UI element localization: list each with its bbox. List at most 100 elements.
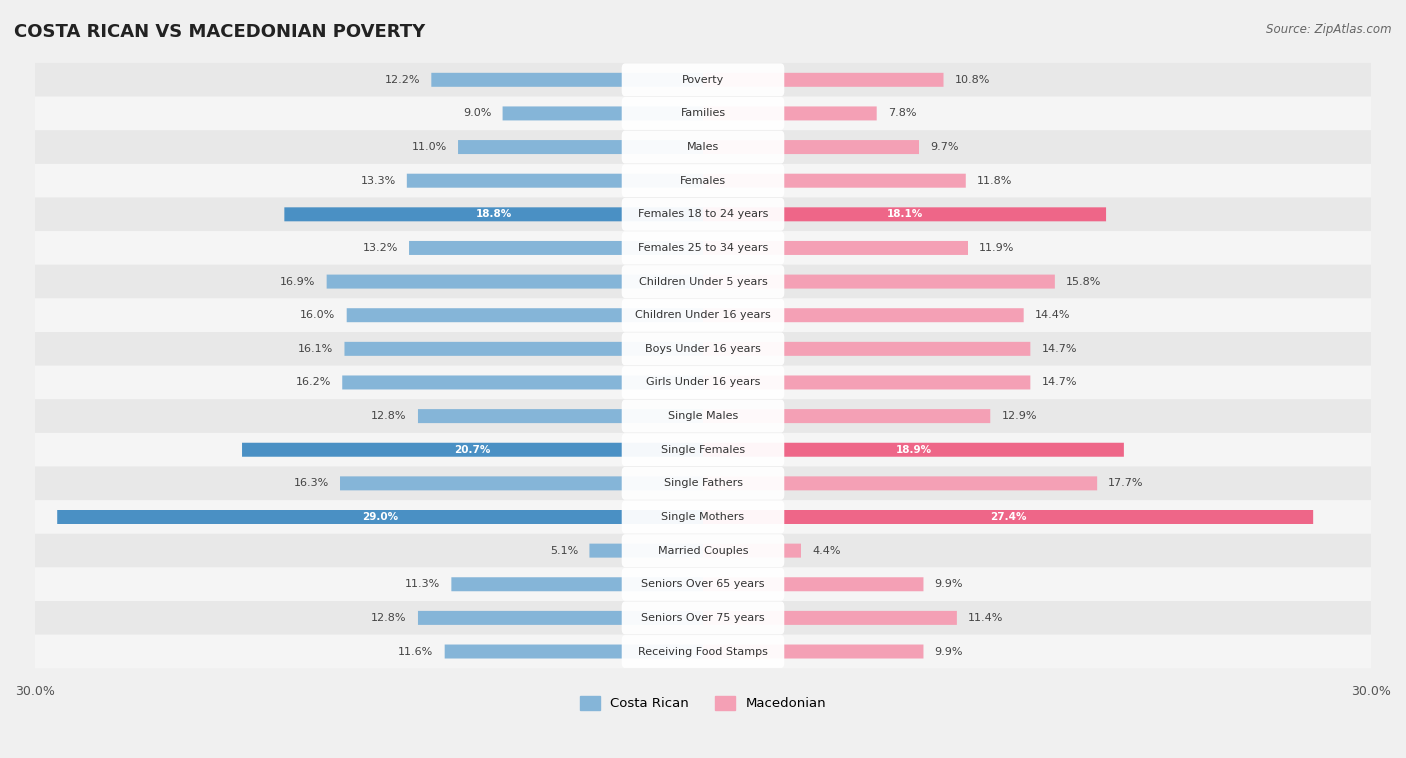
FancyBboxPatch shape bbox=[458, 140, 703, 154]
FancyBboxPatch shape bbox=[34, 534, 1372, 568]
Text: COSTA RICAN VS MACEDONIAN POVERTY: COSTA RICAN VS MACEDONIAN POVERTY bbox=[14, 23, 425, 41]
Text: 9.9%: 9.9% bbox=[935, 647, 963, 656]
Text: Poverty: Poverty bbox=[682, 75, 724, 85]
FancyBboxPatch shape bbox=[703, 443, 1123, 457]
Text: 14.7%: 14.7% bbox=[1042, 377, 1077, 387]
FancyBboxPatch shape bbox=[34, 130, 1372, 164]
Text: 16.1%: 16.1% bbox=[298, 344, 333, 354]
Text: 15.8%: 15.8% bbox=[1066, 277, 1101, 287]
FancyBboxPatch shape bbox=[340, 476, 703, 490]
Text: 16.9%: 16.9% bbox=[280, 277, 315, 287]
FancyBboxPatch shape bbox=[621, 534, 785, 567]
FancyBboxPatch shape bbox=[703, 611, 957, 625]
Text: Married Couples: Married Couples bbox=[658, 546, 748, 556]
Text: Children Under 16 years: Children Under 16 years bbox=[636, 310, 770, 320]
FancyBboxPatch shape bbox=[621, 164, 785, 197]
FancyBboxPatch shape bbox=[444, 644, 703, 659]
FancyBboxPatch shape bbox=[703, 578, 924, 591]
FancyBboxPatch shape bbox=[242, 443, 703, 457]
FancyBboxPatch shape bbox=[409, 241, 703, 255]
FancyBboxPatch shape bbox=[703, 510, 1313, 524]
Text: 13.2%: 13.2% bbox=[363, 243, 398, 253]
Text: 11.6%: 11.6% bbox=[398, 647, 433, 656]
Text: Females 25 to 34 years: Females 25 to 34 years bbox=[638, 243, 768, 253]
FancyBboxPatch shape bbox=[34, 467, 1372, 500]
Text: 17.7%: 17.7% bbox=[1108, 478, 1144, 488]
FancyBboxPatch shape bbox=[34, 299, 1372, 332]
Text: Boys Under 16 years: Boys Under 16 years bbox=[645, 344, 761, 354]
Text: Single Fathers: Single Fathers bbox=[664, 478, 742, 488]
Text: Males: Males bbox=[688, 142, 718, 152]
FancyBboxPatch shape bbox=[432, 73, 703, 87]
FancyBboxPatch shape bbox=[703, 309, 1024, 322]
FancyBboxPatch shape bbox=[621, 97, 785, 130]
FancyBboxPatch shape bbox=[451, 578, 703, 591]
FancyBboxPatch shape bbox=[621, 366, 785, 399]
FancyBboxPatch shape bbox=[703, 644, 924, 659]
FancyBboxPatch shape bbox=[34, 198, 1372, 231]
FancyBboxPatch shape bbox=[703, 140, 920, 154]
FancyBboxPatch shape bbox=[34, 96, 1372, 130]
Text: 9.9%: 9.9% bbox=[935, 579, 963, 589]
FancyBboxPatch shape bbox=[621, 64, 785, 96]
Text: 16.0%: 16.0% bbox=[301, 310, 336, 320]
FancyBboxPatch shape bbox=[34, 433, 1372, 467]
Text: 18.8%: 18.8% bbox=[475, 209, 512, 219]
FancyBboxPatch shape bbox=[621, 467, 785, 500]
FancyBboxPatch shape bbox=[621, 265, 785, 298]
FancyBboxPatch shape bbox=[34, 568, 1372, 601]
FancyBboxPatch shape bbox=[589, 543, 703, 558]
Text: 11.3%: 11.3% bbox=[405, 579, 440, 589]
Text: 13.3%: 13.3% bbox=[360, 176, 395, 186]
FancyBboxPatch shape bbox=[418, 409, 703, 423]
Text: Females: Females bbox=[681, 176, 725, 186]
Text: Families: Families bbox=[681, 108, 725, 118]
Text: Girls Under 16 years: Girls Under 16 years bbox=[645, 377, 761, 387]
FancyBboxPatch shape bbox=[703, 342, 1031, 356]
FancyBboxPatch shape bbox=[418, 611, 703, 625]
Text: Children Under 5 years: Children Under 5 years bbox=[638, 277, 768, 287]
Text: Source: ZipAtlas.com: Source: ZipAtlas.com bbox=[1267, 23, 1392, 36]
FancyBboxPatch shape bbox=[621, 399, 785, 433]
Text: 29.0%: 29.0% bbox=[361, 512, 398, 522]
FancyBboxPatch shape bbox=[34, 63, 1372, 96]
FancyBboxPatch shape bbox=[347, 309, 703, 322]
FancyBboxPatch shape bbox=[621, 568, 785, 600]
FancyBboxPatch shape bbox=[502, 106, 703, 121]
Text: 16.2%: 16.2% bbox=[295, 377, 330, 387]
FancyBboxPatch shape bbox=[34, 164, 1372, 198]
FancyBboxPatch shape bbox=[703, 476, 1097, 490]
FancyBboxPatch shape bbox=[34, 601, 1372, 634]
FancyBboxPatch shape bbox=[342, 375, 703, 390]
FancyBboxPatch shape bbox=[326, 274, 703, 289]
Text: Females 18 to 24 years: Females 18 to 24 years bbox=[638, 209, 768, 219]
Text: 18.9%: 18.9% bbox=[896, 445, 932, 455]
Text: 7.8%: 7.8% bbox=[887, 108, 917, 118]
FancyBboxPatch shape bbox=[703, 543, 801, 558]
FancyBboxPatch shape bbox=[703, 375, 1031, 390]
Text: 16.3%: 16.3% bbox=[294, 478, 329, 488]
FancyBboxPatch shape bbox=[621, 231, 785, 265]
FancyBboxPatch shape bbox=[703, 174, 966, 188]
FancyBboxPatch shape bbox=[621, 635, 785, 668]
Text: 4.4%: 4.4% bbox=[813, 546, 841, 556]
FancyBboxPatch shape bbox=[406, 174, 703, 188]
Text: 18.1%: 18.1% bbox=[886, 209, 922, 219]
FancyBboxPatch shape bbox=[703, 241, 967, 255]
FancyBboxPatch shape bbox=[34, 231, 1372, 265]
FancyBboxPatch shape bbox=[34, 634, 1372, 669]
FancyBboxPatch shape bbox=[621, 299, 785, 332]
FancyBboxPatch shape bbox=[344, 342, 703, 356]
FancyBboxPatch shape bbox=[703, 208, 1107, 221]
FancyBboxPatch shape bbox=[34, 365, 1372, 399]
Text: Seniors Over 65 years: Seniors Over 65 years bbox=[641, 579, 765, 589]
Text: Single Females: Single Females bbox=[661, 445, 745, 455]
FancyBboxPatch shape bbox=[703, 73, 943, 87]
FancyBboxPatch shape bbox=[621, 500, 785, 534]
FancyBboxPatch shape bbox=[621, 333, 785, 365]
Text: 12.8%: 12.8% bbox=[371, 613, 406, 623]
Text: 11.8%: 11.8% bbox=[977, 176, 1012, 186]
FancyBboxPatch shape bbox=[58, 510, 703, 524]
Text: Single Mothers: Single Mothers bbox=[661, 512, 745, 522]
FancyBboxPatch shape bbox=[34, 265, 1372, 299]
